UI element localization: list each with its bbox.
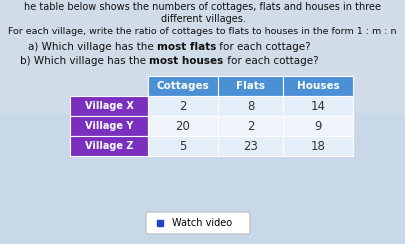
Text: a) Which village has the: a) Which village has the	[28, 42, 157, 52]
Text: 18: 18	[310, 140, 325, 152]
Text: Village X: Village X	[84, 101, 133, 111]
FancyBboxPatch shape	[217, 136, 282, 156]
FancyBboxPatch shape	[148, 116, 217, 136]
FancyBboxPatch shape	[217, 76, 282, 96]
Text: different villages.: different villages.	[160, 14, 245, 24]
Text: he table below shows the numbers of cottages, flats and houses in three: he table below shows the numbers of cott…	[24, 2, 381, 12]
Text: 14: 14	[310, 100, 325, 112]
FancyBboxPatch shape	[282, 76, 352, 96]
Text: 20: 20	[175, 120, 190, 132]
FancyBboxPatch shape	[146, 212, 249, 234]
FancyBboxPatch shape	[0, 0, 405, 114]
Text: Village Z: Village Z	[85, 141, 133, 151]
FancyBboxPatch shape	[70, 116, 148, 136]
FancyBboxPatch shape	[148, 96, 217, 116]
Text: For each village, write the ratio of cottages to flats to houses in the form 1 :: For each village, write the ratio of cot…	[8, 27, 396, 36]
Text: 5: 5	[179, 140, 186, 152]
FancyBboxPatch shape	[282, 96, 352, 116]
Text: 2: 2	[179, 100, 186, 112]
FancyBboxPatch shape	[70, 136, 148, 156]
Text: 23: 23	[243, 140, 257, 152]
Text: most houses: most houses	[149, 56, 223, 66]
Text: 9: 9	[313, 120, 321, 132]
Text: for each cottage?: for each cottage?	[216, 42, 310, 52]
Text: Flats: Flats	[235, 81, 264, 91]
Text: most flats: most flats	[157, 42, 216, 52]
FancyBboxPatch shape	[70, 96, 148, 116]
Text: 2: 2	[246, 120, 254, 132]
FancyBboxPatch shape	[217, 116, 282, 136]
Text: Watch video: Watch video	[171, 218, 232, 228]
FancyBboxPatch shape	[148, 136, 217, 156]
Text: b) Which village has the: b) Which village has the	[20, 56, 149, 66]
FancyBboxPatch shape	[217, 96, 282, 116]
Text: Village Y: Village Y	[85, 121, 133, 131]
Text: Cottages: Cottages	[156, 81, 209, 91]
FancyBboxPatch shape	[282, 136, 352, 156]
Text: Houses: Houses	[296, 81, 339, 91]
Text: 8: 8	[246, 100, 254, 112]
FancyBboxPatch shape	[148, 76, 217, 96]
Text: for each cottage?: for each cottage?	[223, 56, 318, 66]
FancyBboxPatch shape	[282, 116, 352, 136]
